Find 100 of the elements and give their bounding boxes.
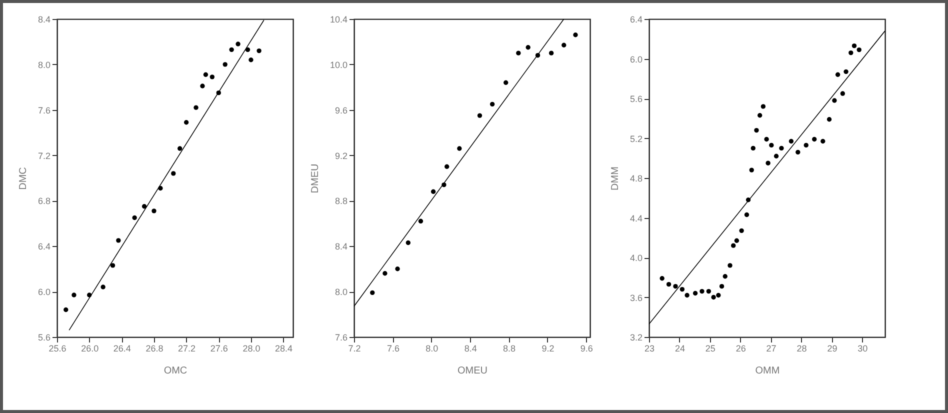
point	[758, 113, 762, 118]
x-tick-label: 28.4	[275, 344, 293, 354]
y-tick-label: 9.2	[334, 150, 348, 161]
point	[116, 238, 121, 243]
point	[804, 142, 808, 148]
point	[731, 243, 736, 248]
point	[666, 282, 672, 287]
x-tick-label: 28.0	[242, 344, 260, 354]
y-tick-label: 4.4	[630, 213, 642, 224]
point	[660, 276, 664, 281]
y-tick-label: 5.2	[630, 134, 642, 144]
point	[856, 47, 862, 52]
point	[457, 146, 462, 151]
point	[100, 284, 106, 290]
point	[716, 292, 721, 298]
y-tick-label: 6.0	[630, 54, 642, 64]
y-tick-label: 4.8	[630, 174, 642, 184]
y-tick-label: 6.0	[38, 287, 50, 298]
point	[236, 42, 240, 46]
x-tick-label: 25	[705, 344, 716, 354]
x-tick-label: 7.2	[348, 344, 361, 354]
point	[516, 50, 521, 56]
x-tick-label: 8.8	[502, 344, 516, 354]
point	[178, 146, 182, 151]
x-axis-title: OMEU	[458, 366, 488, 376]
y-tick-label: 8.4	[334, 242, 348, 252]
point	[700, 288, 704, 294]
x-axis-title: OMM	[755, 366, 780, 376]
y-tick-label: 8.0	[38, 60, 50, 70]
x-tick-label: 27.6	[210, 344, 228, 354]
y-tick-label: 7.2	[38, 150, 50, 161]
point	[200, 84, 205, 88]
point	[764, 136, 769, 142]
point	[734, 238, 740, 243]
point	[430, 189, 436, 194]
x-tick-label: 24	[674, 344, 685, 354]
point	[766, 160, 770, 166]
y-tick-label: 10.0	[330, 60, 348, 70]
x-tick-label: 27.2	[178, 344, 196, 354]
point	[256, 48, 262, 54]
y-tick-label: 9.6	[334, 105, 348, 116]
y-tick-label: 8.0	[334, 287, 348, 298]
point	[382, 271, 388, 276]
point	[769, 142, 774, 148]
point	[711, 294, 716, 300]
x-tick-label: 8.4	[464, 344, 477, 354]
y-tick-label: 5.6	[630, 94, 642, 104]
y-tick-label: 8.4	[38, 14, 50, 24]
y-tick-label: 4.0	[630, 253, 642, 263]
point	[848, 50, 854, 56]
point	[812, 136, 817, 142]
y-tick-label: 6.8	[38, 196, 50, 206]
y-axis-title: DMM	[610, 166, 621, 190]
y-axis-title: DMC	[18, 167, 29, 190]
y-tick-label: 8.8	[334, 196, 348, 206]
y-tick-label: 6.4	[38, 242, 50, 252]
point	[194, 105, 198, 110]
point	[504, 80, 508, 85]
x-tick-label: 8.0	[426, 344, 438, 354]
point	[418, 218, 424, 224]
point	[406, 240, 411, 246]
point	[110, 263, 116, 268]
point	[490, 102, 495, 107]
point	[754, 128, 759, 133]
point	[370, 290, 375, 296]
x-tick-label: 28	[796, 344, 807, 354]
point	[722, 274, 728, 279]
y-tick-label: 7.6	[334, 332, 348, 342]
point	[248, 58, 254, 62]
x-tick-label: 9.6	[580, 344, 593, 354]
point	[64, 307, 68, 312]
point	[132, 215, 137, 220]
x-tick-label: 26.0	[81, 344, 99, 354]
point	[526, 45, 530, 50]
point	[788, 138, 794, 144]
x-tick-label: 29	[827, 344, 838, 354]
point	[152, 208, 156, 214]
point	[835, 72, 840, 77]
point	[142, 204, 147, 209]
x-tick-label: 25.6	[48, 344, 66, 354]
point	[395, 266, 400, 272]
point	[573, 32, 578, 38]
x-tick-label: 26	[736, 344, 746, 354]
y-tick-label: 10.4	[330, 14, 348, 24]
point	[796, 150, 800, 155]
point	[706, 288, 712, 294]
point	[840, 91, 846, 96]
x-tick-label: 27	[766, 344, 776, 354]
x-tick-label: 7.6	[386, 344, 400, 354]
point	[222, 62, 228, 67]
point	[562, 42, 566, 48]
point	[210, 74, 215, 80]
x-tick-label: 26.8	[146, 344, 164, 354]
point	[203, 72, 208, 77]
point	[719, 284, 724, 289]
point	[680, 286, 685, 292]
point	[852, 43, 857, 48]
point	[229, 47, 234, 52]
point	[739, 228, 744, 234]
x-tick-label: 26.4	[113, 344, 131, 354]
